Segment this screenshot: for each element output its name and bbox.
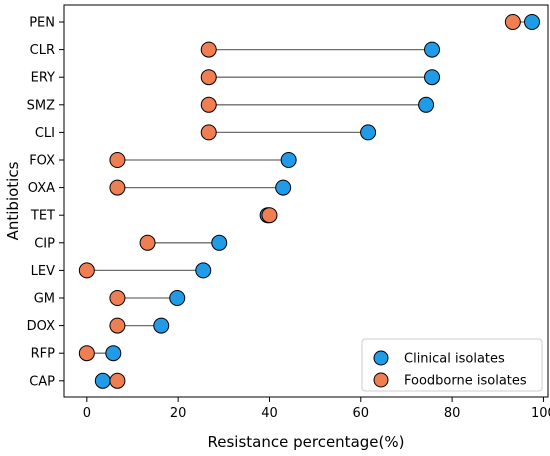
y-tick-label-rfp: RFP	[31, 347, 56, 362]
foodborne-point-dox	[109, 317, 126, 334]
y-axis-ticks: PEN CLR ERY SMZ CLI FOX OXA TET CIP LEV GM DOX RFP CA…	[27, 16, 64, 389]
y-tick-label-fox: FOX	[29, 154, 55, 169]
legend-label-foodborne: Foodborne isolates	[404, 374, 527, 389]
plot-frame	[63, 4, 549, 398]
foodborne-point-fox	[109, 152, 126, 168]
clinical-point-cip	[211, 234, 228, 251]
foodborne-point-tet	[261, 207, 278, 224]
x-tick-label: 40	[261, 406, 278, 421]
clinical-point-lev	[195, 262, 212, 279]
clinical-point-pen	[524, 14, 541, 30]
y-tick-label-ery: ERY	[31, 71, 55, 86]
legend-box	[361, 338, 543, 392]
y-tick-label-smz: SMZ	[27, 98, 55, 113]
foodborne-point-clr	[200, 41, 217, 58]
x-tick-label: 100	[531, 406, 550, 421]
y-tick-label-oxa: OXA	[28, 181, 55, 196]
x-tick-label: 0	[83, 406, 91, 421]
x-axis-ticks: 0 20 40 60 80 100	[83, 397, 550, 421]
foodborne-point-gm	[109, 290, 126, 306]
foodborne-point-cli	[200, 124, 217, 141]
x-tick-label: 80	[444, 406, 461, 421]
clinical-point-clr	[424, 41, 441, 58]
foodborne-point-smz	[200, 96, 217, 113]
foodborne-point-oxa	[109, 179, 126, 196]
foodborne-point-rfp	[78, 345, 95, 362]
legend: Clinical isolates Foodborne isolates	[361, 338, 543, 392]
data-markers	[78, 14, 541, 389]
y-tick-label-cli: CLI	[35, 126, 55, 141]
x-tick-label: 20	[170, 406, 187, 421]
legend-label-clinical: Clinical isolates	[404, 352, 505, 367]
clinical-point-dox	[153, 317, 170, 334]
foodborne-point-cip	[139, 234, 156, 251]
y-tick-label-cip: CIP	[34, 236, 55, 251]
foodborne-point-ery	[200, 69, 217, 86]
x-axis-label: Resistance percentage(%)	[208, 433, 405, 451]
clinical-point-oxa	[275, 179, 292, 196]
x-tick-label: 60	[353, 406, 370, 421]
clinical-point-ery	[424, 69, 441, 86]
legend-marker-clinical	[373, 350, 389, 366]
clinical-point-rfp	[105, 345, 122, 362]
y-tick-label-gm: GM	[34, 292, 55, 307]
y-tick-label-lev: LEV	[31, 264, 55, 279]
foodborne-point-cap	[109, 372, 126, 389]
y-tick-label-pen: PEN	[29, 16, 55, 31]
foodborne-point-lev	[78, 262, 95, 279]
y-tick-label-clr: CLR	[30, 43, 55, 58]
y-tick-label-tet: TET	[30, 209, 55, 224]
clinical-point-cli	[360, 124, 377, 141]
foodborne-point-pen	[504, 14, 521, 30]
y-tick-label-dox: DOX	[27, 319, 55, 334]
legend-marker-foodborne	[373, 372, 389, 388]
clinical-point-gm	[169, 290, 186, 306]
y-tick-label-cap: CAP	[29, 374, 55, 389]
y-axis-label: Antibiotics	[4, 161, 22, 240]
clinical-point-smz	[418, 96, 435, 113]
clinical-point-fox	[280, 152, 297, 168]
clinical-point-cap	[94, 372, 111, 389]
